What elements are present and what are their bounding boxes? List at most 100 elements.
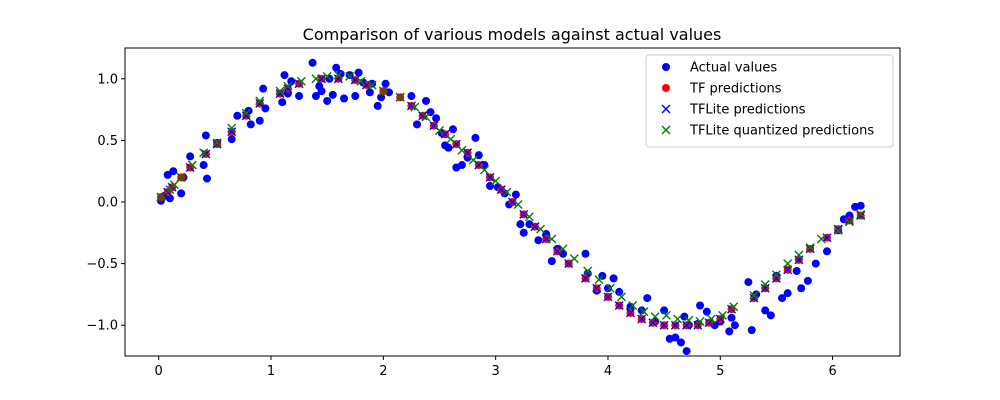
actual-values-point (407, 92, 416, 101)
x-tick-label: 3 (492, 364, 500, 379)
x-tick-label: 1 (267, 364, 275, 379)
tflite-quantized-predictions-point (783, 259, 793, 269)
tflite-quantized-predictions-point (176, 172, 186, 182)
legend: Actual values TF predictions TFLite predic… (645, 54, 894, 148)
tflite-quantized-predictions-point (833, 225, 843, 235)
actual-values-point (199, 161, 208, 170)
tflite-predictions-point (283, 84, 293, 94)
tflite-quantized-predictions-point (661, 310, 671, 320)
tflite-quantized-predictions-point (760, 280, 770, 290)
tflite-predictions-point (648, 318, 658, 328)
actual-values-point (547, 257, 556, 266)
tflite-predictions-point (844, 215, 854, 225)
tflite-quantized-predictions-point (502, 187, 512, 197)
tflite-predictions-point (333, 74, 343, 84)
legend-box (645, 54, 894, 148)
tflite-quantized-predictions-point (410, 102, 420, 112)
tflite-quantized-predictions-point (395, 92, 405, 102)
tflite-quantized-predictions-point (729, 302, 739, 312)
tflite-quantized-predictions-point (844, 217, 854, 227)
y-tick-label: 0.0 (97, 196, 118, 211)
actual-values-point (328, 90, 337, 99)
axis-ticks: 0 1 2 3 4 5 6 −1.0 −0.5 0.0 0.5 1.0 (86, 72, 836, 379)
tflite-quantized-predictions-point (255, 96, 265, 106)
tflite-quantized-predictions-point (594, 275, 604, 285)
legend-entry: TFLite quantized predictions (661, 124, 874, 139)
tflite-predictions-point (241, 111, 251, 121)
tflite-predictions-point (682, 320, 692, 330)
tflite-quantized-predictions-point (199, 148, 209, 158)
actual-values-point (351, 92, 360, 101)
actual-values-point (278, 98, 287, 107)
tflite-quantized-predictions-point (322, 71, 332, 81)
x-tick-label: 5 (716, 364, 724, 379)
tflite-quantized-predictions-point (311, 74, 321, 84)
actual-values-point (671, 333, 680, 342)
actual-values-point (471, 133, 480, 142)
actual-values-point (856, 201, 865, 210)
actual-values-point (186, 152, 195, 161)
tflite-quantized-predictions-point (241, 108, 251, 118)
tflite-predictions-point (508, 197, 517, 207)
actual-values-point (696, 301, 705, 310)
tflite-quantized-predictions-point (558, 244, 568, 254)
actual-values-point (169, 167, 178, 176)
tflite-quantized-predictions-point (367, 80, 377, 90)
actual-values-point (323, 96, 332, 105)
legend-label: TFLite predictions (689, 103, 806, 118)
tflite-quantized-predictions-point (856, 209, 866, 219)
tflite-quantized-predictions-point (468, 155, 478, 165)
plot-marks (156, 58, 866, 356)
tflite-predictions-point (805, 244, 815, 254)
tflite-quantized-predictions-point (156, 192, 166, 202)
tflite-quantized-predictions-point (457, 145, 467, 155)
actual-values-point (761, 306, 770, 315)
actual-values-point (792, 266, 801, 275)
actual-values-point (233, 111, 242, 120)
actual-values-point (660, 306, 669, 315)
tflite-quantized-predictions-point (816, 234, 826, 244)
tflite-quantized-predictions-point (187, 160, 197, 170)
y-tick-label: −0.5 (86, 257, 118, 272)
tflite-quantized-predictions-point (296, 76, 306, 86)
tflite-quantized-predictions-point (479, 165, 489, 175)
y-tick-label: 1.0 (97, 72, 118, 87)
actual-values-point (202, 174, 211, 183)
tflite-quantized-predictions-point (718, 310, 728, 320)
tflite-predictions-point (519, 209, 529, 219)
tflite-quantized-predictions-point (446, 134, 456, 144)
actual-values-point (413, 120, 422, 129)
actual-values-point (377, 93, 386, 102)
actual-values-point (373, 101, 382, 110)
x-tick-label: 6 (828, 364, 836, 379)
actual-values-point (511, 190, 520, 199)
actual-values-point (519, 228, 528, 237)
actual-values-point (259, 84, 268, 93)
legend-label: TF predictions (689, 82, 782, 97)
actual-values-point (444, 143, 453, 152)
tflite-quantized-predictions-point (673, 314, 683, 324)
tflite-quantized-predictions-point (356, 76, 366, 86)
actual-values-point (381, 79, 390, 88)
x-tick-label: 4 (604, 364, 612, 379)
tflite-predictions-point (749, 293, 759, 303)
legend-entry: TF predictions (662, 82, 782, 97)
tflite-predictions-point (771, 273, 781, 283)
tflite-predictions-point (856, 211, 866, 221)
tflite-quantized-predictions-point (169, 180, 179, 190)
tflite-quantized-predictions-point (212, 138, 222, 148)
legend-marker (661, 125, 671, 135)
tflite-predictions-point (463, 148, 473, 158)
legend-entry: TFLite predictions (661, 103, 806, 118)
actual-values-point (725, 327, 734, 336)
actual-values-point (747, 326, 756, 335)
tflite-predictions-point (275, 89, 285, 99)
tflite-quantized-predictions-point (805, 243, 815, 253)
tflite-quantized-predictions-point (749, 291, 759, 301)
tflite-quantized-predictions-point (345, 71, 355, 81)
actual-values-point (165, 194, 174, 203)
tflite-quantized-predictions-point (706, 314, 716, 324)
actual-values-point (778, 294, 787, 303)
tflite-predictions-point (603, 292, 613, 302)
tflite-predictions-point (255, 98, 265, 108)
